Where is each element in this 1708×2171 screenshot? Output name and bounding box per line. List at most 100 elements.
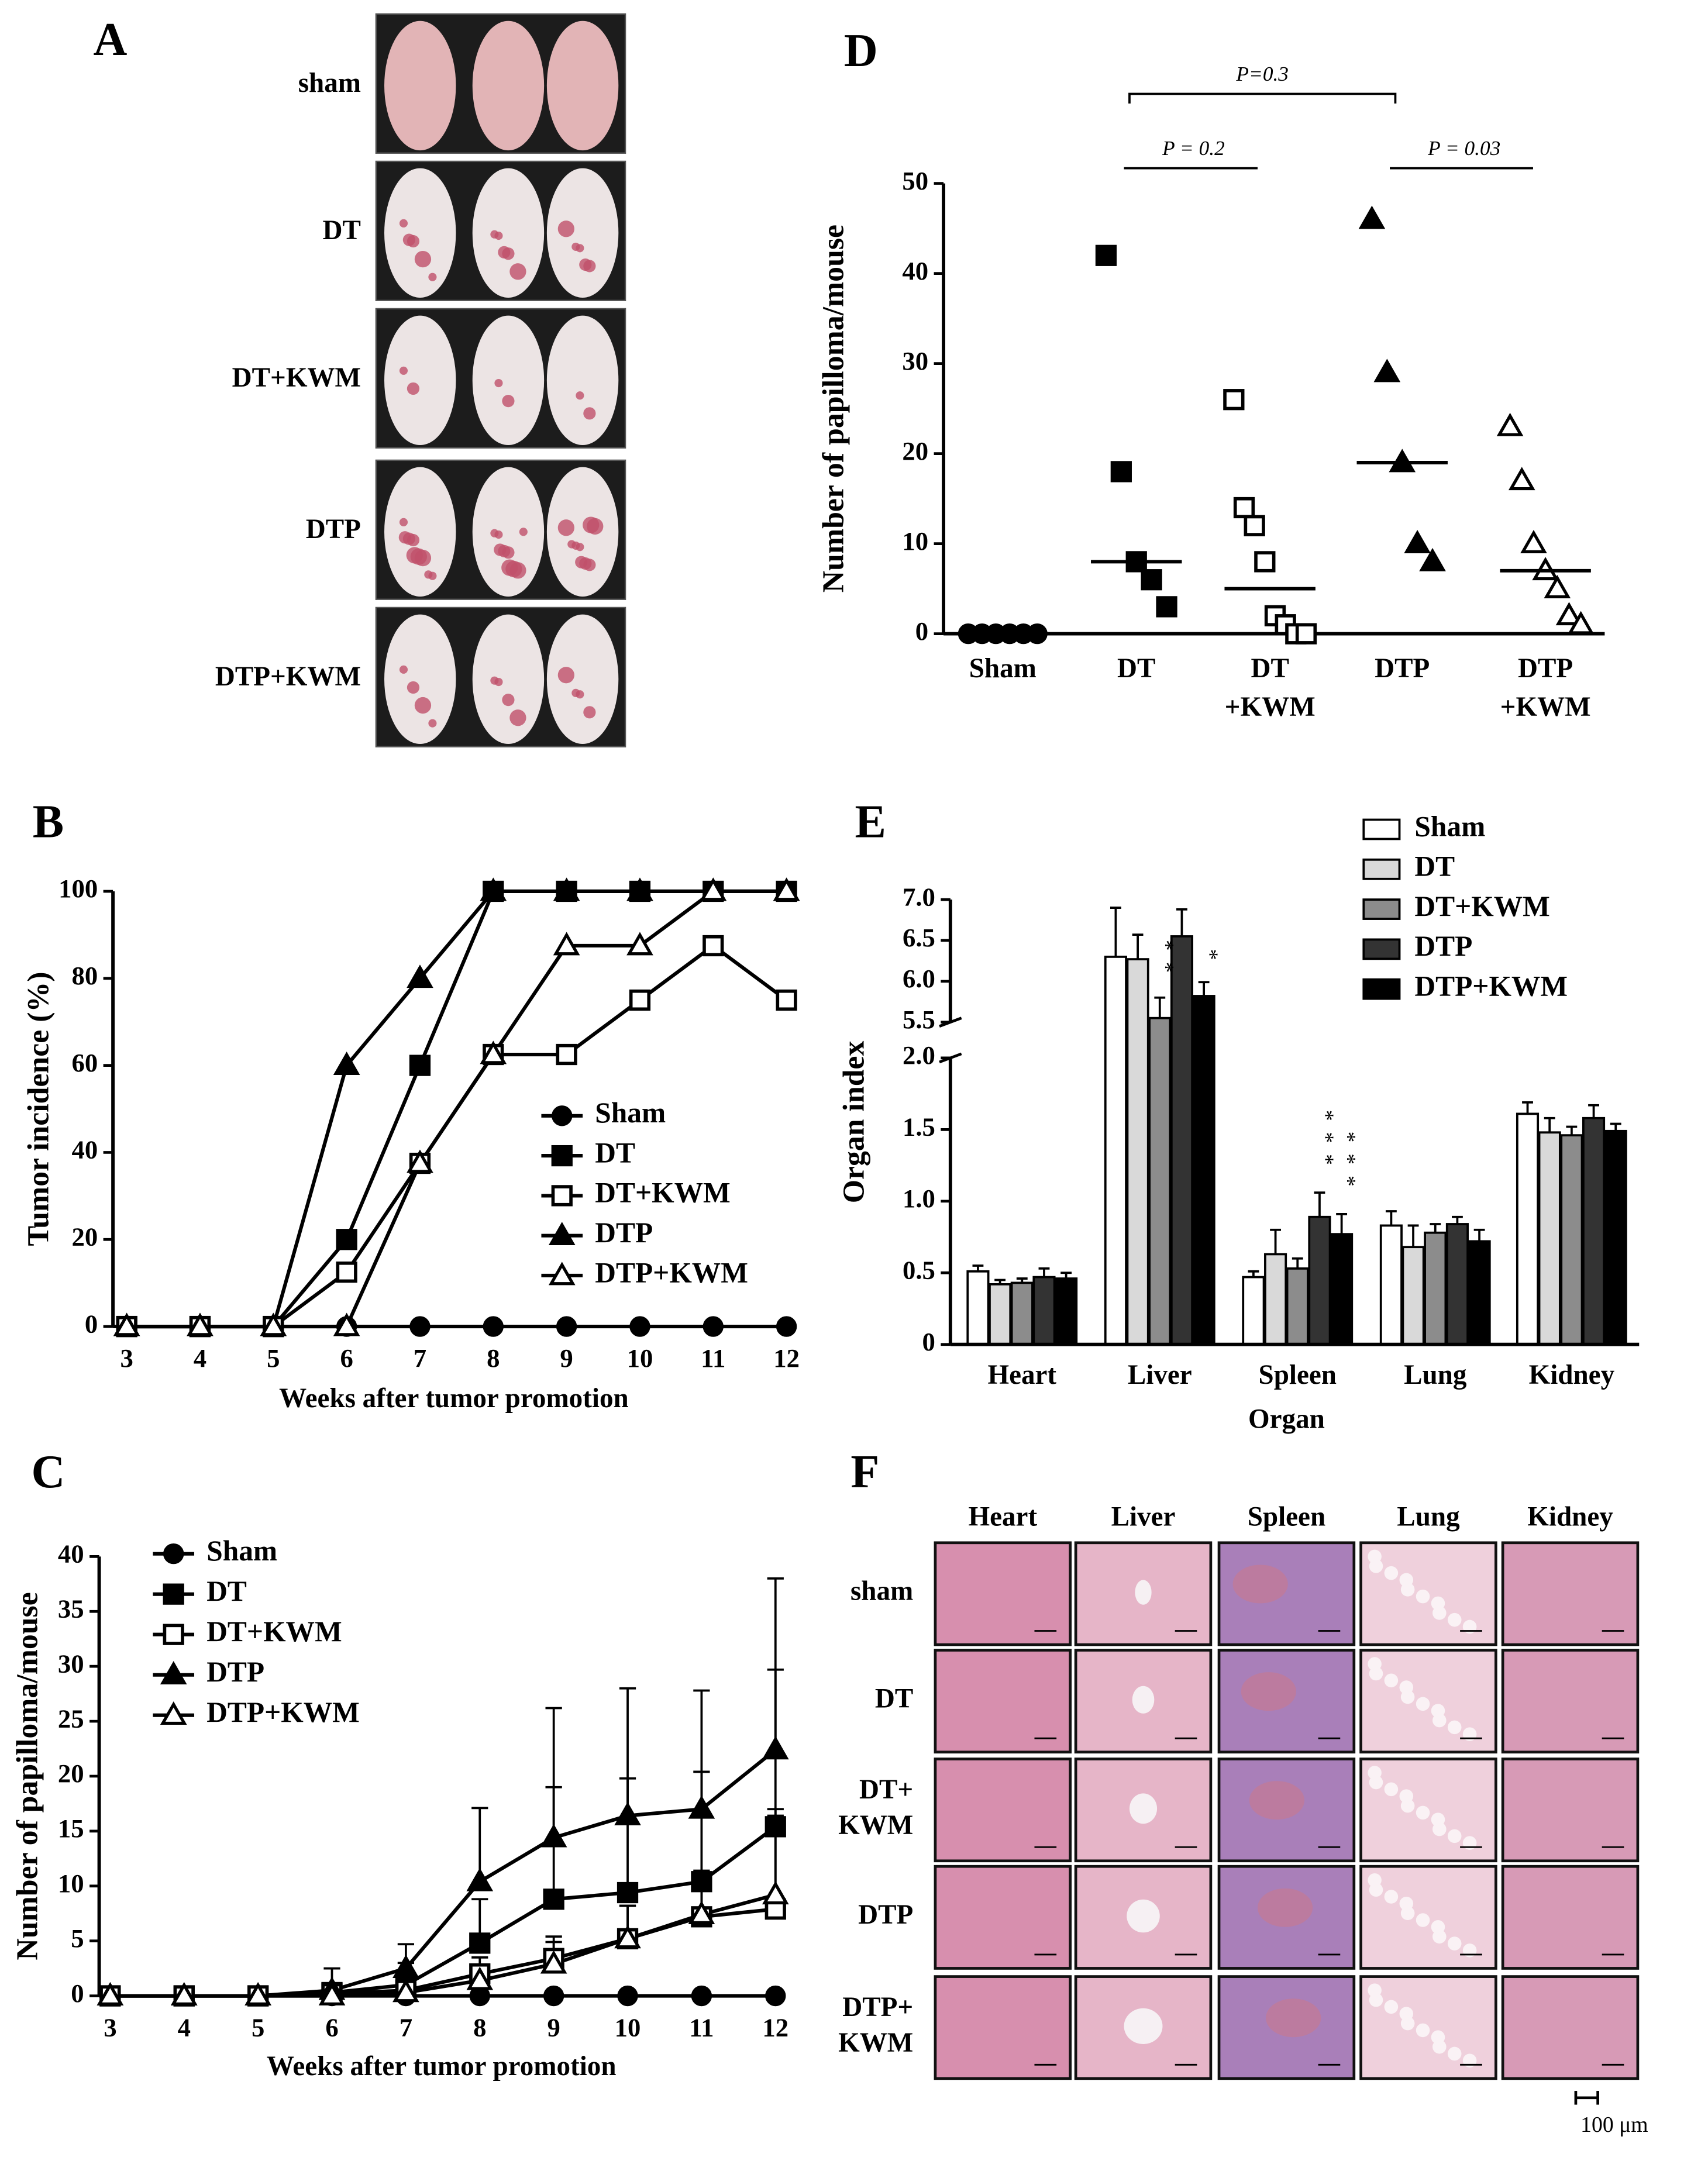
tumor-spot — [557, 667, 574, 684]
legend-label: DT+KWM — [1414, 890, 1549, 922]
panel-letter: C — [32, 1446, 66, 1498]
bar — [1516, 1112, 1540, 1346]
error-bar — [545, 1707, 562, 1838]
alveolus — [1369, 1775, 1383, 1790]
x-tick-label: DTP — [1375, 653, 1430, 684]
tumor-spot — [571, 688, 580, 697]
bar — [1126, 958, 1149, 1346]
bar — [1148, 1016, 1172, 1346]
y-tick-label: 15 — [58, 1814, 84, 1843]
legend-marker — [551, 1145, 573, 1167]
y-tick-label: 80 — [71, 961, 98, 990]
alveolus — [1400, 2016, 1415, 2031]
alveolus — [1432, 1606, 1447, 1620]
marker — [1141, 569, 1162, 591]
bar — [989, 1283, 1012, 1346]
legend-marker — [552, 1105, 573, 1126]
red-pulp — [1241, 1672, 1296, 1711]
marker — [409, 1055, 431, 1076]
marker — [318, 1982, 346, 2005]
tumor-spot — [583, 516, 600, 533]
scale-label: 100 μm — [1580, 2113, 1648, 2137]
marker — [762, 1736, 789, 1760]
alveolus — [1416, 1589, 1430, 1604]
panel-letter: A — [93, 14, 127, 66]
marker — [336, 1261, 357, 1283]
mouse — [546, 20, 619, 151]
marker — [540, 1950, 567, 1974]
column-label: Kidney — [1527, 1502, 1613, 1532]
marker — [543, 1889, 564, 1910]
error-bar — [767, 1577, 784, 1750]
bar — [1055, 1277, 1078, 1346]
marker — [617, 1985, 638, 2007]
alveolus — [1369, 1559, 1383, 1573]
y-tick-label: 20 — [902, 436, 928, 466]
legend-label: Sham — [1414, 810, 1485, 842]
legend-marker — [548, 1222, 576, 1246]
mouse — [384, 20, 456, 151]
bar — [1032, 1276, 1056, 1346]
red-pulp — [1257, 1888, 1313, 1927]
marker — [483, 1316, 504, 1337]
marker — [1223, 389, 1245, 411]
legend-label: DT — [1414, 850, 1455, 883]
vessel — [1132, 1686, 1155, 1714]
significance: *** — [1313, 1110, 1338, 1176]
marker — [765, 1816, 786, 1838]
significance: * — [1198, 949, 1223, 971]
y-tick-label: 35 — [58, 1594, 84, 1624]
tumor-spot — [407, 681, 420, 694]
x-tick-label: Liver — [1128, 1360, 1192, 1390]
marker — [1233, 497, 1255, 519]
alveolus — [1432, 1822, 1447, 1836]
mouse — [384, 168, 456, 298]
panel-letter: F — [850, 1446, 879, 1498]
alveolus — [1369, 1666, 1383, 1681]
y-axis-label: Tumor incidence (%) — [22, 972, 56, 1246]
x-tick-label: 10 — [627, 1343, 653, 1373]
x-tick-label: 3 — [104, 2013, 116, 2042]
marker — [1508, 467, 1535, 491]
row-label: DT+ — [859, 1774, 913, 1805]
x-tick-label: DTP — [1518, 653, 1573, 684]
row-label: DT+KWM — [232, 363, 361, 393]
x-tick-label: 4 — [194, 1343, 206, 1373]
series-line — [126, 889, 787, 1329]
legend-marker — [551, 1185, 573, 1207]
tumor-spot — [399, 219, 408, 228]
marker — [1095, 244, 1117, 266]
legend-label: Sham — [595, 1097, 666, 1129]
tumor-spot — [509, 709, 526, 726]
marker — [629, 989, 651, 1011]
marker — [1404, 530, 1431, 553]
mouse — [472, 467, 545, 597]
marker — [776, 989, 797, 1011]
marker — [556, 1316, 577, 1337]
error-bar — [1270, 1228, 1281, 1255]
tumor-spot — [414, 697, 432, 714]
x-tick-label: 7 — [400, 2013, 412, 2042]
tumor-spot — [575, 556, 588, 568]
x-tick-label: 11 — [689, 2013, 714, 2042]
x-tick-label: 9 — [560, 1343, 573, 1373]
tumor-spot — [399, 518, 408, 526]
tumor-spot — [402, 233, 415, 246]
x-axis-label: Weeks after tumor promotion — [267, 2051, 617, 2082]
alveolus — [1369, 1993, 1383, 2007]
legend-swatch — [1362, 978, 1401, 1000]
error-bar — [1292, 1257, 1303, 1269]
marker — [407, 964, 433, 988]
error-bar — [1314, 1191, 1325, 1217]
tumor-spot — [490, 529, 499, 537]
tumor-spot — [509, 263, 526, 280]
panel-letter: E — [855, 797, 886, 848]
marker — [1567, 611, 1595, 635]
marker — [762, 1881, 789, 1905]
alveolus — [1447, 2046, 1462, 2061]
marker — [617, 1881, 639, 1904]
x-tick-label: DT — [1251, 653, 1289, 684]
alveolus — [1400, 1798, 1415, 1813]
alveolus — [1432, 1929, 1447, 1944]
